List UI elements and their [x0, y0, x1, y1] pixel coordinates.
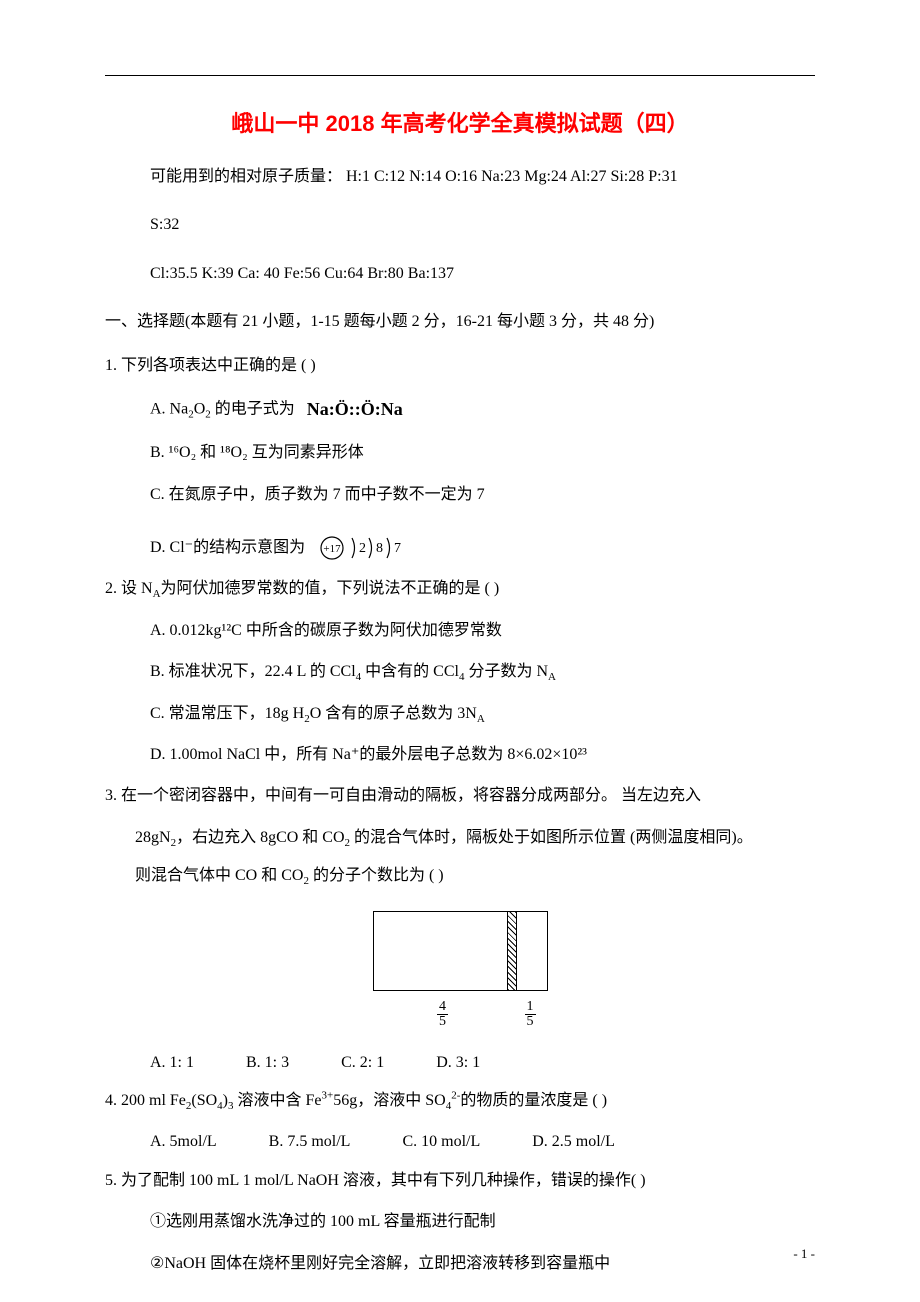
- atomic-masses-line2: S:32: [150, 206, 815, 244]
- q1a-suffix: 的电子式为: [211, 400, 295, 417]
- svg-text:7: 7: [394, 541, 401, 556]
- svg-text:2: 2: [359, 541, 366, 556]
- q5-opt1: ①选刚用蒸馏水洗净过的 100 mL 容量瓶进行配制: [150, 1203, 815, 1241]
- q4-options: A. 5mol/L B. 7.5 mol/L C. 10 mol/L D. 2.…: [150, 1123, 815, 1161]
- q5-opt2: ②NaOH 固体在烧杯里刚好完全溶解，立即把溶液转移到容量瓶中: [150, 1245, 815, 1283]
- q2a-text: A. 0.012kg¹²C 中所含的碳原子数为阿伏加德罗常数: [150, 612, 502, 650]
- q2c-prefix: C. 常温常压下，18g H: [150, 705, 304, 722]
- q1-option-b: B. ¹⁶O₂ 和 ¹⁸O₂ 互为同素异形体: [150, 434, 815, 472]
- container-diagram: 4 5 1 5: [105, 911, 815, 1029]
- q2-stem: 2. 设 NA为阿伏加德罗常数的值，下列说法不正确的是 ( ): [105, 570, 815, 608]
- q2-option-b: B. 标准状况下，22.4 L 的 CCl4 中含有的 CCl4 分子数为 NA: [150, 653, 815, 691]
- q3b: B. 1: 3: [246, 1044, 289, 1082]
- q2-stem-prefix: 2. 设 N: [105, 580, 153, 597]
- fraction-left: 4 5: [437, 1000, 448, 1029]
- q2b-prefix: B. 标准状况下，22.4 L 的 CCl: [150, 663, 356, 680]
- q1b-text: B. ¹⁶O₂ 和 ¹⁸O₂ 互为同素异形体: [150, 434, 364, 472]
- q2b-mid: 中含有的 CCl: [361, 663, 459, 680]
- q1-option-a: A. Na2O2 的电子式为 Na:Ö::Ö:Na: [150, 388, 815, 431]
- q1a-prefix: A. Na: [150, 400, 188, 417]
- page-number: - 1 -: [793, 1246, 815, 1262]
- q4-mid1: (SO: [191, 1092, 217, 1109]
- q4-prefix: 4. 200 ml Fe: [105, 1092, 186, 1109]
- q1a-mid: O: [194, 400, 206, 417]
- atomic-masses-line3: Cl:35.5 K:39 Ca: 40 Fe:56 Cu:64 Br:80 Ba…: [150, 255, 815, 293]
- q3l2-prefix: 28gN: [135, 829, 171, 846]
- q3-stem: 3. 在一个密闭容器中，中间有一可自由滑动的隔板，将容器分成两部分。 当左边充入: [105, 777, 815, 815]
- top-divider: [105, 75, 815, 76]
- q2c-suffix: O 含有的原子总数为 3N: [310, 705, 477, 722]
- q4d: D. 2.5 mol/L: [532, 1123, 615, 1161]
- q3l2-mid: ，右边充入 8gCO 和 CO: [176, 829, 344, 846]
- q4c: C. 10 mol/L: [402, 1123, 480, 1161]
- q2-option-d: D. 1.00mol NaCl 中，所有 Na⁺的最外层电子总数为 8×6.02…: [150, 736, 815, 774]
- q3-line2: 28gN2，右边充入 8gCO 和 CO2 的混合气体时，隔板处于如图所示位置 …: [135, 819, 815, 857]
- q4-mid4: 56g，溶液中 SO: [333, 1092, 445, 1109]
- q3-options: A. 1: 1 B. 1: 3 C. 2: 1 D. 3: 1: [150, 1044, 815, 1082]
- q5-opt1-text: ①选刚用蒸馏水洗净过的 100 mL 容量瓶进行配制: [150, 1203, 496, 1241]
- section-header: 一、选择题(本题有 21 小题，1-15 题每小题 2 分，16-21 每小题 …: [105, 303, 815, 341]
- q1c-text: C. 在氮原子中，质子数为 7 而中子数不一定为 7: [150, 476, 485, 514]
- q5-stem: 5. 为了配制 100 mL 1 mol/L NaOH 溶液，其中有下列几种操作…: [105, 1162, 815, 1200]
- q3l2-suffix: 的混合气体时，隔板处于如图所示位置 (两侧温度相同)。: [350, 829, 753, 846]
- q5-opt2-text: ②NaOH 固体在烧杯里刚好完全溶解，立即把溶液转移到容量瓶中: [150, 1245, 610, 1283]
- atomic-masses-line1: 可能用到的相对原子质量： H:1 C:12 N:14 O:16 Na:23 Mg…: [150, 158, 815, 196]
- q4-mid3: 溶液中含 Fe: [234, 1092, 322, 1109]
- q1-option-d: D. Cl⁻的结构示意图为 +17 2 8 7: [150, 529, 815, 568]
- fraction-right: 1 5: [525, 1000, 536, 1029]
- q3a: A. 1: 1: [150, 1044, 194, 1082]
- q3l3-suffix: 的分子个数比为 ( ): [309, 867, 444, 884]
- q3-line3: 则混合气体中 CO 和 CO2 的分子个数比为 ( ): [135, 857, 815, 895]
- q2-option-a: A. 0.012kg¹²C 中所含的碳原子数为阿伏加德罗常数: [150, 612, 815, 650]
- exam-title: 峨山一中 2018 年高考化学全真模拟试题（四）: [105, 106, 815, 138]
- q2b-suffix: 分子数为 N: [464, 663, 548, 680]
- svg-text:8: 8: [376, 541, 383, 556]
- q1d-prefix: D. Cl⁻的结构示意图为: [150, 539, 305, 556]
- q4-stem: 4. 200 ml Fe2(SO4)3 溶液中含 Fe3+56g，溶液中 SO4…: [105, 1082, 815, 1120]
- q3d: D. 3: 1: [436, 1044, 480, 1082]
- q2d-text: D. 1.00mol NaCl 中，所有 Na⁺的最外层电子总数为 8×6.02…: [150, 736, 587, 774]
- electron-formula-img: Na:Ö::Ö:Na: [307, 388, 403, 431]
- fraction-labels: 4 5 1 5: [373, 999, 548, 1029]
- q1-option-c: C. 在氮原子中，质子数为 7 而中子数不一定为 7: [150, 476, 815, 514]
- q2-stem-suffix: 为阿伏加德罗常数的值，下列说法不正确的是 ( ): [161, 580, 500, 597]
- q3c: C. 2: 1: [341, 1044, 384, 1082]
- q4a: A. 5mol/L: [150, 1123, 217, 1161]
- box-diagram: [373, 911, 548, 991]
- q4-suffix: 的物质的量浓度是 ( ): [460, 1092, 607, 1109]
- box-divider: [507, 912, 517, 990]
- q1-stem: 1. 下列各项表达中正确的是 ( ): [105, 347, 815, 385]
- q4b: B. 7.5 mol/L: [269, 1123, 351, 1161]
- q2-option-c: C. 常温常压下，18g H2O 含有的原子总数为 3NA: [150, 695, 815, 733]
- svg-text:+17: +17: [324, 543, 342, 555]
- structure-diagram: +17 2 8 7: [317, 529, 412, 567]
- q3l3-prefix: 则混合气体中 CO 和 CO: [135, 867, 303, 884]
